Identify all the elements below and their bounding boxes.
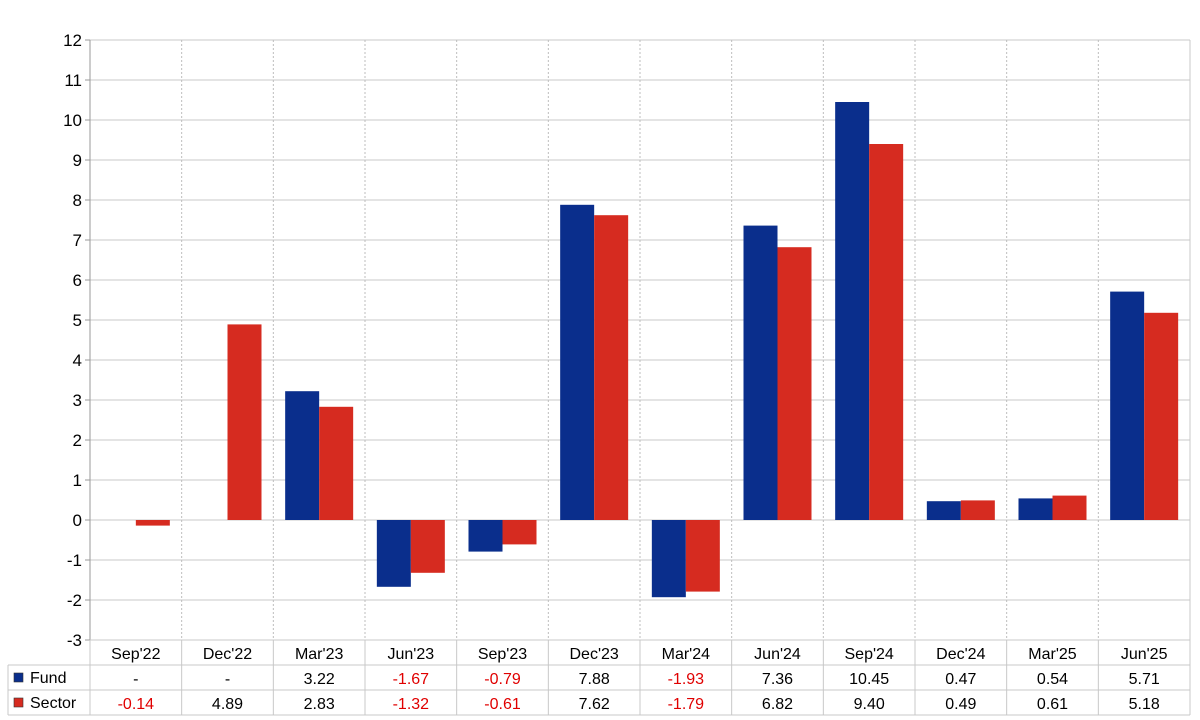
category-label: Dec'24 bbox=[936, 646, 985, 663]
y-tick-label: 11 bbox=[64, 71, 82, 90]
y-tick-label: 8 bbox=[73, 191, 82, 210]
category-label: Sep'23 bbox=[478, 646, 527, 663]
y-tick-label: 3 bbox=[73, 391, 82, 410]
legend-label-sector: Sector bbox=[30, 695, 77, 712]
bar-fund bbox=[1110, 291, 1145, 520]
data-table: Sep'22 Dec'22 Mar'23 Jun'23 Sep'23 Dec'23 Mar'… bbox=[7, 639, 1191, 716]
category-label: Jun'25 bbox=[1121, 646, 1168, 663]
bar-sector bbox=[1052, 495, 1087, 520]
y-tick-label: 1 bbox=[73, 471, 82, 490]
y-tick-label: 10 bbox=[63, 111, 82, 130]
bar-sector bbox=[135, 520, 170, 526]
data-label-sector: -0.14 bbox=[118, 696, 155, 713]
data-label-sector: 0.61 bbox=[1037, 696, 1068, 713]
data-label-sector: 4.89 bbox=[212, 696, 243, 713]
data-label-fund: 10.45 bbox=[849, 671, 889, 688]
legend-label-fund: Fund bbox=[30, 670, 66, 687]
category-label: Mar'23 bbox=[295, 646, 344, 663]
y-tick-label: 6 bbox=[73, 271, 82, 290]
data-label-sector: 7.62 bbox=[579, 696, 610, 713]
category-label: Sep'24 bbox=[845, 646, 894, 663]
category-label: Dec'22 bbox=[203, 646, 252, 663]
category-label: Jun'24 bbox=[754, 646, 801, 663]
data-label-sector: 2.83 bbox=[304, 696, 335, 713]
y-tick-label: 12 bbox=[63, 31, 82, 50]
y-tick-label: 5 bbox=[73, 311, 82, 330]
data-label-fund: -1.67 bbox=[393, 671, 430, 688]
data-label-sector: -1.79 bbox=[668, 696, 705, 713]
data-label-fund: 3.22 bbox=[304, 671, 335, 688]
bar-sector bbox=[1144, 312, 1179, 520]
data-label-fund: - bbox=[133, 671, 138, 688]
y-tick-label: -1 bbox=[67, 551, 82, 570]
data-label-fund: -0.79 bbox=[484, 671, 521, 688]
y-tick-label: -2 bbox=[67, 591, 82, 610]
data-label-fund: 0.54 bbox=[1037, 671, 1068, 688]
bar-fund bbox=[376, 520, 411, 587]
bar-sector bbox=[960, 500, 995, 520]
bar-fund bbox=[1018, 498, 1053, 520]
legend-swatch-sector bbox=[13, 697, 24, 708]
data-label-sector: 6.82 bbox=[762, 696, 793, 713]
bar-sector bbox=[502, 520, 537, 545]
data-label-sector: 0.49 bbox=[945, 696, 976, 713]
bar-sector bbox=[685, 520, 720, 592]
category-label: Mar'24 bbox=[662, 646, 711, 663]
bar-fund bbox=[468, 520, 503, 552]
bar-fund bbox=[560, 204, 595, 521]
data-label-sector: 5.18 bbox=[1129, 696, 1160, 713]
data-label-fund: - bbox=[225, 671, 230, 688]
bar-fund bbox=[743, 225, 778, 520]
data-label-fund: -1.93 bbox=[668, 671, 705, 688]
y-tick-label: 0 bbox=[73, 511, 82, 530]
data-label-sector: 9.40 bbox=[854, 696, 885, 713]
data-label-fund: 0.47 bbox=[945, 671, 976, 688]
y-tick-label: 2 bbox=[73, 431, 82, 450]
bar-sector bbox=[777, 247, 812, 520]
y-tick-label: 9 bbox=[73, 151, 82, 170]
bar-fund bbox=[651, 520, 686, 598]
bar-fund bbox=[835, 102, 870, 520]
data-label-fund: 7.36 bbox=[762, 671, 793, 688]
bar-sector bbox=[869, 144, 904, 520]
y-tick-label: -3 bbox=[67, 631, 82, 650]
legend-swatch-fund bbox=[13, 672, 24, 683]
bar-fund bbox=[926, 501, 961, 520]
data-label-sector: -1.32 bbox=[393, 696, 430, 713]
category-label: Dec'23 bbox=[570, 646, 619, 663]
category-label: Jun'23 bbox=[388, 646, 435, 663]
data-label-fund: 7.88 bbox=[579, 671, 610, 688]
bar-sector bbox=[227, 324, 262, 520]
data-label-sector: -0.61 bbox=[484, 696, 521, 713]
category-label: Sep'22 bbox=[111, 646, 160, 663]
category-label: Mar'25 bbox=[1028, 646, 1077, 663]
data-label-fund: 5.71 bbox=[1129, 671, 1160, 688]
bars bbox=[135, 102, 1179, 598]
y-tick-label: 4 bbox=[73, 351, 82, 370]
bar-sector bbox=[410, 520, 445, 573]
bar-fund bbox=[285, 391, 320, 520]
bar-sector bbox=[319, 406, 354, 520]
y-tick-label: 7 bbox=[73, 231, 82, 250]
bar-sector bbox=[594, 215, 629, 520]
